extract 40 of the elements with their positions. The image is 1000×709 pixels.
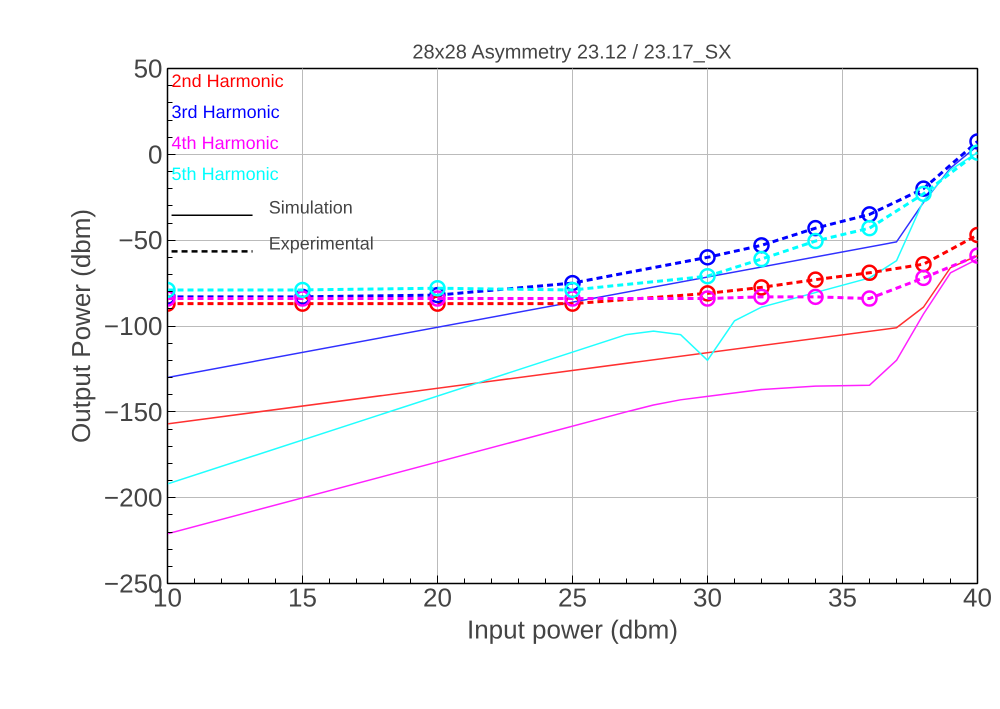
- point: [807, 288, 824, 306]
- x-tick-label: 40: [963, 582, 992, 612]
- x-tick-label: 20: [423, 582, 452, 612]
- chart-title: 28x28 Asymmetry 23.12 / 23.17_SX: [412, 42, 732, 64]
- point: [807, 271, 824, 288]
- y-tick-label: −150: [104, 396, 163, 427]
- point: [915, 186, 932, 202]
- point: [861, 264, 878, 282]
- y-tick-label: −50: [118, 225, 163, 256]
- line-series: [168, 152, 978, 485]
- point: [861, 220, 878, 236]
- point: [699, 268, 716, 284]
- text: 2nd Harmonic: [172, 71, 284, 92]
- point: [564, 282, 581, 298]
- text: 4th Harmonic: [172, 132, 279, 153]
- point: [807, 232, 824, 250]
- x-tick-label: 25: [558, 582, 587, 612]
- point: [699, 249, 716, 266]
- x-tick-label: 30: [693, 582, 722, 612]
- point: [429, 280, 446, 296]
- y-axis-title: Output Power (dbm): [66, 208, 96, 444]
- point: [753, 250, 770, 268]
- y-tick-label: −100: [104, 311, 163, 341]
- line-series: [168, 254, 978, 425]
- y-tick-label: 0: [148, 139, 163, 170]
- point: [294, 282, 311, 298]
- point: [915, 270, 932, 286]
- x-axis-title: Input power (dbm): [467, 614, 678, 644]
- x-tick-label: 15: [288, 582, 317, 612]
- annotation: Experimental: [268, 234, 374, 254]
- y-tick-label: 50: [134, 54, 162, 84]
- y-tick-label: −200: [104, 482, 163, 513]
- point: [753, 288, 770, 306]
- annotation: Simulation: [268, 198, 353, 218]
- text: 5th Harmonic: [172, 164, 279, 184]
- x-tick-label: 35: [828, 582, 857, 612]
- point: [861, 290, 878, 307]
- text: 3rd Harmonic: [172, 102, 280, 122]
- line-series: [168, 258, 978, 534]
- point: [699, 290, 716, 307]
